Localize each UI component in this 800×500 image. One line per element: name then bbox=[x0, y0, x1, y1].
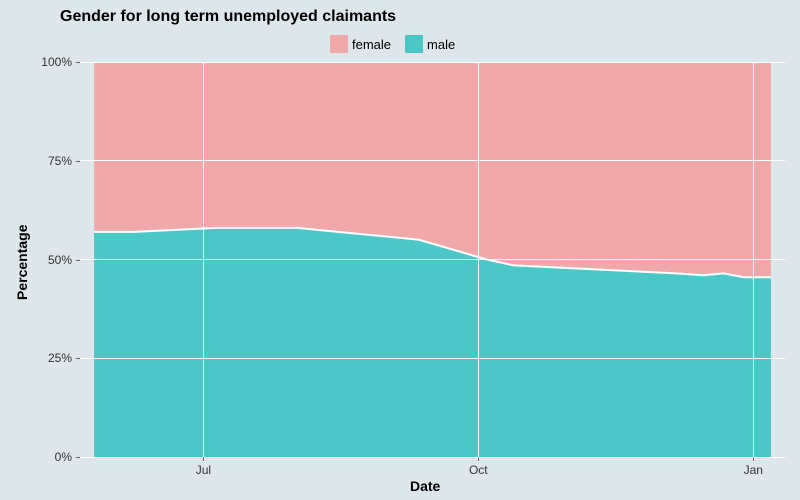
chart-title: Gender for long term unemployed claimant… bbox=[60, 8, 396, 26]
y-tick-mark bbox=[76, 457, 80, 458]
y-tick-label: 100% bbox=[32, 55, 72, 69]
x-tick-label: Jan bbox=[733, 463, 773, 477]
grid-line-h bbox=[80, 259, 785, 260]
plot-area bbox=[80, 62, 785, 457]
legend-swatch-female bbox=[330, 35, 348, 53]
y-tick-mark bbox=[76, 62, 80, 63]
grid-line-h bbox=[80, 62, 785, 63]
grid-line-v bbox=[203, 62, 204, 457]
x-tick-label: Jul bbox=[183, 463, 223, 477]
grid-line-h bbox=[80, 160, 785, 161]
legend-label-female: female bbox=[352, 37, 391, 52]
x-tick-mark bbox=[753, 457, 754, 461]
y-tick-mark bbox=[76, 358, 80, 359]
legend-label-male: male bbox=[427, 37, 455, 52]
x-axis-label: Date bbox=[410, 478, 440, 494]
y-axis-label: Percentage bbox=[14, 225, 30, 300]
y-tick-label: 25% bbox=[32, 351, 72, 365]
grid-line-h bbox=[80, 358, 785, 359]
y-tick-label: 50% bbox=[32, 253, 72, 267]
legend: female male bbox=[330, 35, 455, 53]
grid-line-v bbox=[753, 62, 754, 457]
legend-swatch-male bbox=[405, 35, 423, 53]
y-tick-label: 0% bbox=[32, 450, 72, 464]
y-tick-mark bbox=[76, 260, 80, 261]
grid-line-h bbox=[80, 457, 785, 458]
x-tick-mark bbox=[478, 457, 479, 461]
chart-root: Gender for long term unemployed claimant… bbox=[0, 0, 800, 500]
y-tick-label: 75% bbox=[32, 154, 72, 168]
x-tick-mark bbox=[203, 457, 204, 461]
x-tick-label: Oct bbox=[458, 463, 498, 477]
y-tick-mark bbox=[76, 161, 80, 162]
grid-line-v bbox=[478, 62, 479, 457]
